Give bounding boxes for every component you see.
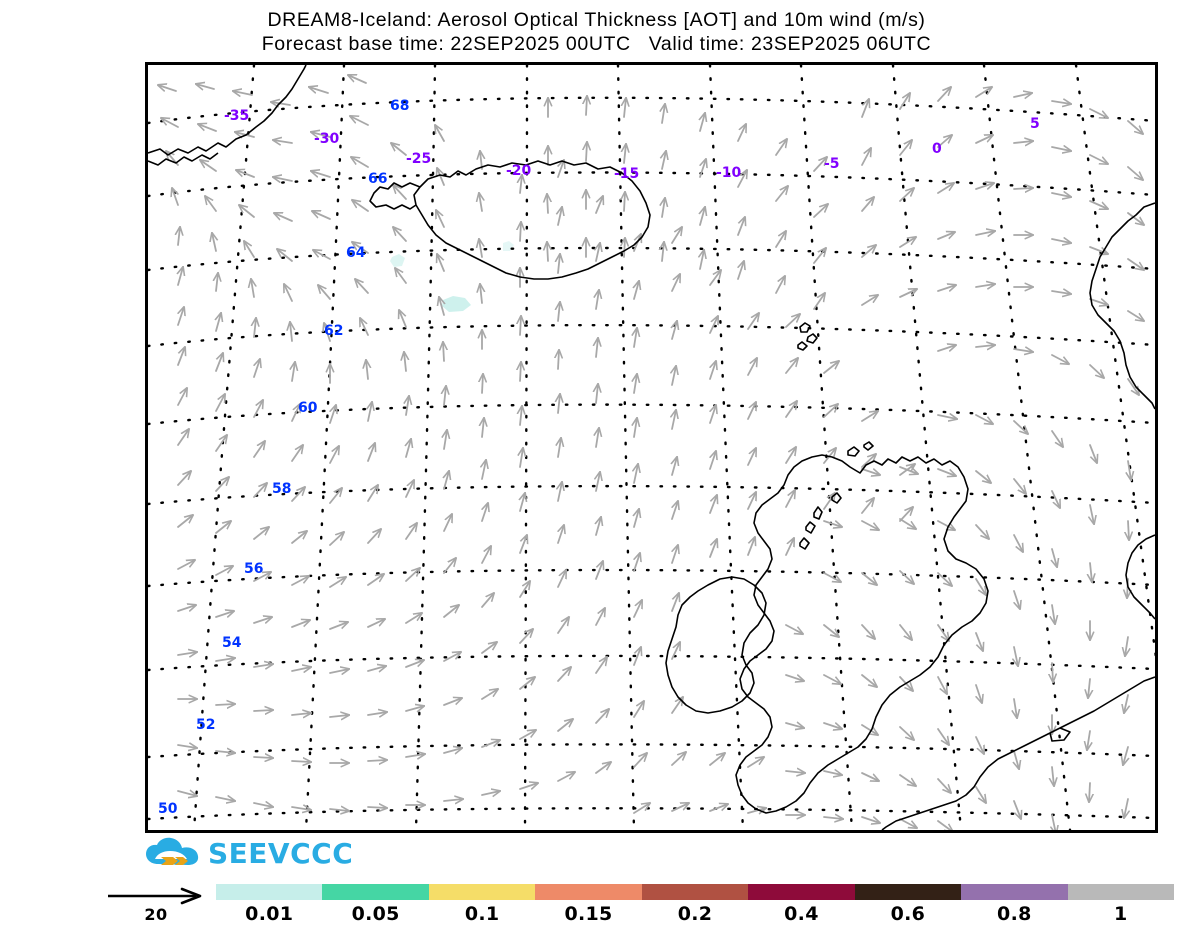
chart-title-line-2: Forecast base time: 22SEP2025 00UTC Vali…	[261, 33, 932, 55]
coastline-norway	[1089, 202, 1155, 410]
wind-scale-label: 20	[144, 905, 168, 924]
seevccc-logo: SEEVCCC	[145, 836, 353, 872]
map-plot-area[interactable]: -35 -30 -25 -20 -15 -10 -5 0 5 50 52 54 …	[145, 62, 1158, 833]
coastline-continent	[881, 676, 1155, 830]
lon-label-5: 5	[1030, 116, 1040, 132]
longitude-labels: -35 -30 -25 -20 -15 -10 -5 0 5	[224, 108, 1040, 182]
coastline-layer	[148, 65, 1155, 830]
colorbar-segment-3	[535, 884, 642, 900]
colorbar-segment-7	[961, 884, 1068, 900]
seevccc-logo-text: SEEVCCC	[208, 837, 354, 870]
lat-label-58: 58	[272, 481, 291, 497]
lat-label-64: 64	[346, 245, 366, 261]
lon-label--30: -30	[314, 131, 340, 147]
coastline-faroe	[797, 322, 818, 351]
lon-label--15: -15	[614, 166, 639, 182]
colorbar-segment-5	[748, 884, 855, 900]
lon-label--5: -5	[824, 156, 840, 172]
lat-label-68: 68	[390, 98, 409, 114]
coastline-great-britain	[735, 454, 989, 814]
lat-label-52: 52	[196, 717, 215, 733]
lon-label--35: -35	[224, 108, 249, 124]
lon-label--10: -10	[716, 165, 742, 181]
lon-label--20: -20	[506, 163, 532, 179]
colorbar-tick-0.2: 0.2	[677, 903, 713, 925]
colorbar-segment-4	[641, 884, 749, 900]
lon-label-0: 0	[932, 141, 942, 157]
colorbar-tick-0.1: 0.1	[464, 903, 500, 925]
colorbar-segment-2	[428, 884, 536, 900]
colorbar-tick-1: 1	[1114, 903, 1128, 925]
colorbar-tick-0.8: 0.8	[997, 903, 1032, 925]
colorbar-tick-0.15: 0.15	[564, 903, 613, 925]
latitude-labels: 50 52 54 56 58 60 62 64 66 68	[158, 98, 409, 817]
coastline-hebrides	[799, 441, 874, 550]
lat-label-66: 66	[368, 171, 387, 187]
colorbar-tick-labels: 0.01 0.05 0.1 0.15 0.2 0.4 0.6 0.8 1	[216, 903, 1174, 929]
lat-label-62: 62	[324, 323, 343, 339]
lat-label-60: 60	[298, 400, 318, 416]
chart-title-line-1: DREAM8-Iceland: Aerosol Optical Thicknes…	[267, 9, 926, 31]
wind-scale-arrow-icon	[108, 887, 202, 905]
lon-label--25: -25	[406, 151, 431, 167]
colorbar-tick-0.6: 0.6	[890, 903, 926, 925]
colorbar-tick-0.01: 0.01	[245, 903, 294, 925]
map-canvas: -35 -30 -25 -20 -15 -10 -5 0 5 50 52 54 …	[148, 65, 1155, 830]
lat-label-54: 54	[222, 635, 242, 651]
cloud-logo-icon	[146, 837, 199, 865]
coastline-ireland	[665, 576, 767, 714]
coastline-iceland	[369, 160, 651, 280]
wind-vector-layer	[158, 75, 1144, 830]
lat-label-56: 56	[244, 561, 263, 577]
colorbar-tick-0.4: 0.4	[784, 903, 819, 925]
colorbar-tick-0.05: 0.05	[351, 903, 400, 925]
colorbar-gradient	[216, 884, 1174, 900]
colorbar-segment-8	[1067, 884, 1174, 900]
wind-scale-key: 20	[104, 886, 208, 928]
colorbar-segment-1	[322, 884, 429, 900]
coastline-denmark	[1125, 534, 1155, 620]
chart-title-block: DREAM8-Iceland: Aerosol Optical Thicknes…	[0, 8, 1193, 56]
aot-colorbar[interactable]: 0.01 0.05 0.1 0.15 0.2 0.4 0.6 0.8 1	[216, 884, 1174, 929]
aot-shading-layer	[390, 241, 514, 312]
lat-label-50: 50	[158, 801, 178, 817]
coastline-greenland	[148, 65, 307, 166]
colorbar-segment-0	[216, 884, 323, 900]
graticule-layer	[148, 65, 1155, 830]
colorbar-segment-6	[854, 884, 962, 900]
